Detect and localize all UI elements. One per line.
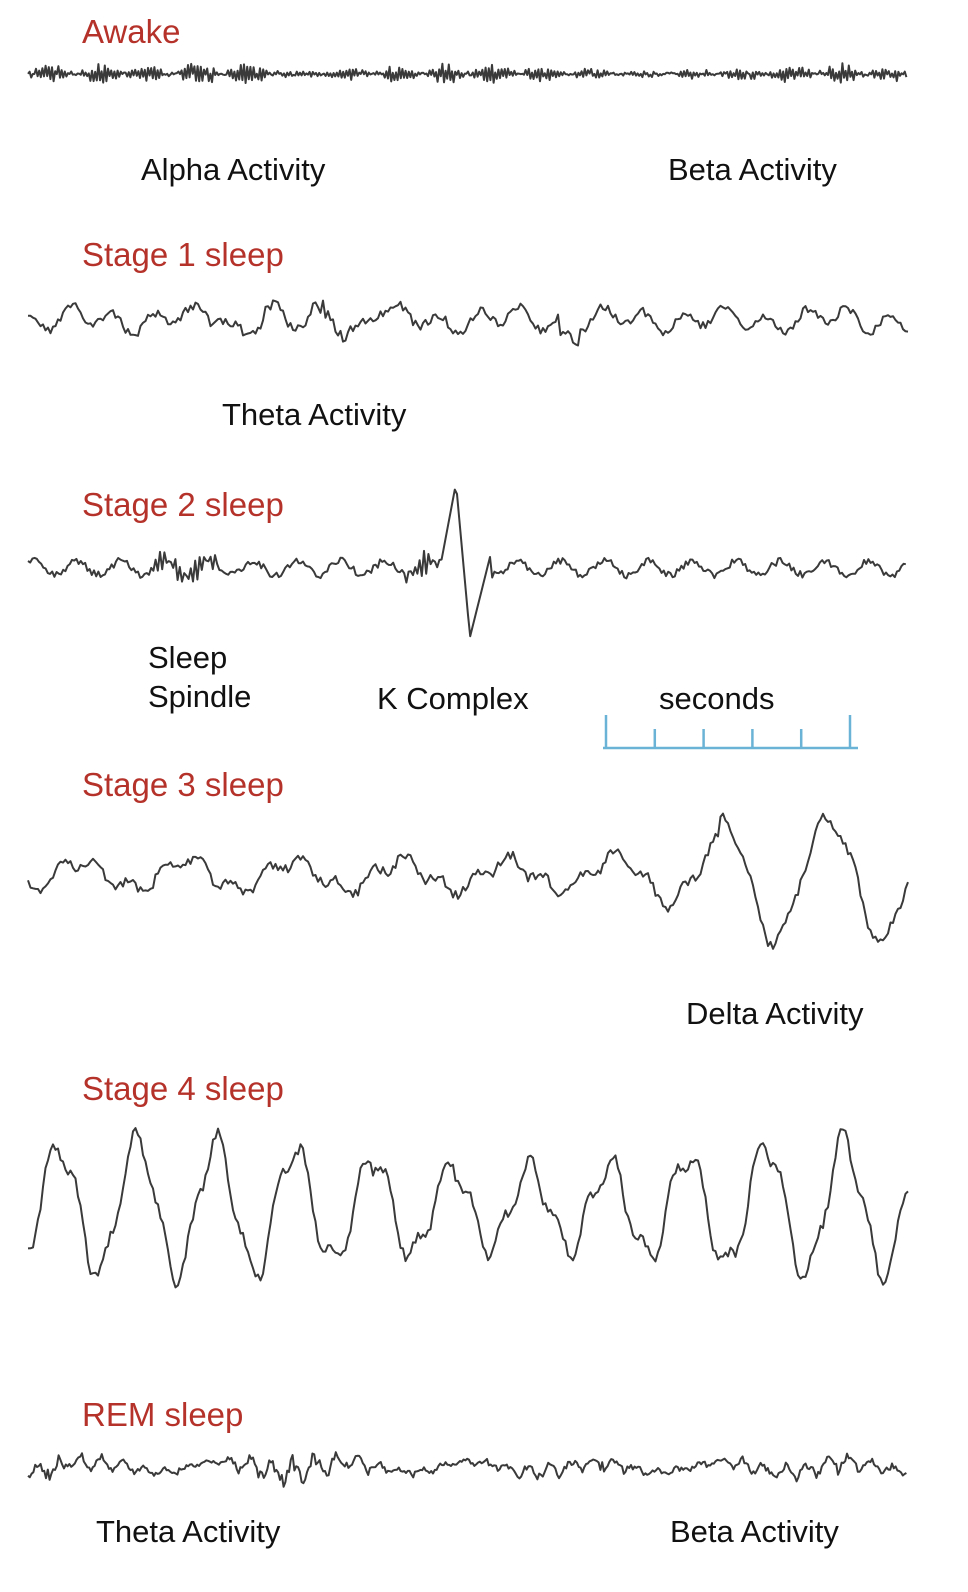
wave-awake xyxy=(27,62,908,84)
caption-rem-theta: Theta Activity xyxy=(96,1514,281,1549)
wave-stage4 xyxy=(27,1127,909,1289)
caption-seconds: seconds xyxy=(659,681,775,716)
caption-awake-beta: Beta Activity xyxy=(668,152,837,187)
wave-stage3 xyxy=(27,812,909,950)
stage-title-awake: Awake xyxy=(82,13,181,50)
caption-rem-beta: Beta Activity xyxy=(670,1514,839,1549)
wave-stage1 xyxy=(27,299,909,347)
seconds-scale-bar xyxy=(603,715,858,750)
caption-sleep-spindle-line2: Spindle xyxy=(148,679,252,714)
wave-stage2 xyxy=(27,488,906,638)
stage-title-stage2: Stage 2 sleep xyxy=(82,486,284,523)
wave-rem xyxy=(27,1451,907,1488)
caption-awake-alpha: Alpha Activity xyxy=(141,152,326,187)
caption-stage1-theta: Theta Activity xyxy=(222,397,407,432)
caption-k-complex: K Complex xyxy=(377,681,529,716)
stage-title-stage4: Stage 4 sleep xyxy=(82,1070,284,1107)
stage-title-rem: REM sleep xyxy=(82,1396,244,1433)
caption-sleep-spindle-line1: Sleep xyxy=(148,640,228,675)
caption-stage3-delta: Delta Activity xyxy=(686,996,864,1031)
stage-title-stage3: Stage 3 sleep xyxy=(82,766,284,803)
stage-title-stage1: Stage 1 sleep xyxy=(82,236,284,273)
